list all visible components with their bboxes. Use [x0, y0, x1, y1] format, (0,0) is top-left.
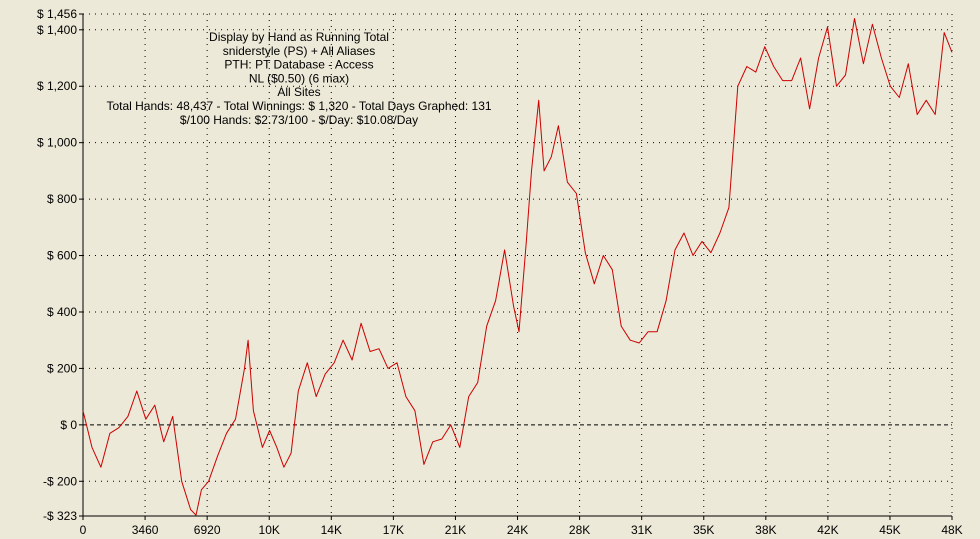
- x-tick-label: 24K: [507, 523, 528, 537]
- x-tick-label: 48K: [941, 523, 962, 537]
- series-line-0: [82, 18, 953, 516]
- x-tick-label: 42K: [817, 523, 838, 537]
- tick-labels: $ 1,456 $ 1,400 $ 1,200 $ 1,000 $ 800 $ 600 $ …: [37, 7, 963, 537]
- info-line: All Sites: [277, 85, 320, 99]
- info-line: Display by Hand as Running Total: [209, 30, 389, 44]
- x-tick-label: 0: [80, 523, 87, 537]
- y-tick-label: $ 800: [47, 192, 77, 206]
- info-line: Total Hands: 48,437 - Total Winnings: $ …: [106, 99, 491, 113]
- info-line: PTH: PT Database - Access: [224, 58, 373, 72]
- x-tick-label: 38K: [755, 523, 776, 537]
- y-tick-label: $ 1,456: [37, 7, 77, 21]
- series: [82, 18, 953, 516]
- y-tick-label: $ 1,400: [37, 23, 77, 37]
- y-tick-label: $ 400: [47, 305, 77, 319]
- x-tick-label: 3460: [132, 523, 159, 537]
- x-tick-label: 14K: [321, 523, 342, 537]
- info-line: NL ($0.50) (6 max): [249, 71, 349, 85]
- x-tick-label: 10K: [259, 523, 280, 537]
- x-tick-label: 31K: [631, 523, 652, 537]
- x-tick-label: 45K: [879, 523, 900, 537]
- y-tick-label: $ 1,000: [37, 136, 77, 150]
- x-tick-label: 17K: [383, 523, 404, 537]
- grid: [83, 13, 953, 516]
- info-block: Display by Hand as Running Totalsniderst…: [106, 30, 491, 127]
- x-tick-label: 35K: [693, 523, 714, 537]
- y-tick-label: $ 1,200: [37, 79, 77, 93]
- y-tick-label: $ 600: [47, 249, 77, 263]
- y-tick-label: -$ 200: [43, 474, 77, 488]
- y-tick-label: $ 0: [60, 418, 77, 432]
- x-tick-label: 21K: [445, 523, 466, 537]
- y-tick-label: -$ 323: [43, 509, 77, 523]
- x-tick-label: 6920: [194, 523, 221, 537]
- x-tick-label: 28K: [569, 523, 590, 537]
- info-line: sniderstyle (PS) + All Aliases: [223, 44, 375, 58]
- info-line: $/100 Hands: $2.73/100 - $/Day: $10.08/D…: [180, 113, 418, 127]
- y-tick-label: $ 200: [47, 361, 77, 375]
